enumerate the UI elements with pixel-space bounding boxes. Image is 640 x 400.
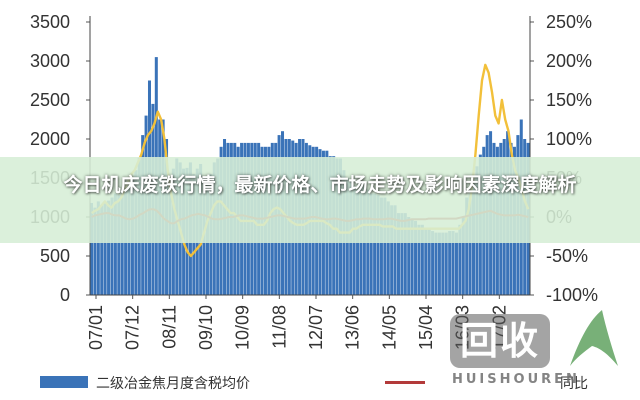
bar [110, 197, 114, 295]
y-right-tick-label: 250% [546, 12, 592, 32]
y-left-tick-label: 3000 [30, 51, 70, 71]
bar [458, 224, 462, 295]
bar [465, 197, 469, 295]
bar [454, 232, 458, 295]
x-tick-label: 13/06 [343, 305, 363, 350]
legend-label-yoy: 同比 [560, 376, 588, 392]
bar [373, 193, 377, 295]
bar [107, 200, 111, 295]
bar [96, 201, 100, 295]
bar [444, 232, 448, 295]
watermark-subtext: HUISHOUREN [452, 372, 580, 387]
y-left-tick-label: 3500 [30, 12, 70, 32]
bar [113, 193, 117, 295]
bar [461, 217, 465, 295]
bar [383, 197, 387, 295]
bar [376, 195, 380, 295]
bar [441, 232, 445, 295]
watermark-logo-text: 回收 [450, 314, 550, 368]
bar [369, 193, 373, 295]
y-right-tick-label: 200% [546, 51, 592, 71]
y-right-tick-label: -100% [546, 285, 598, 305]
bar [396, 213, 400, 295]
site-watermark: 回收 HUISHOUREN [450, 300, 630, 396]
bar [93, 207, 97, 295]
x-tick-label: 12/07 [306, 305, 326, 350]
bar [448, 231, 452, 295]
bar [431, 231, 435, 295]
bar [117, 195, 121, 295]
y-right-tick-label: -50% [546, 246, 588, 266]
bar [420, 224, 424, 295]
bar [437, 232, 441, 295]
y-left-tick-label: 2000 [30, 129, 70, 149]
headline-title[interactable]: 今日机床废铁行情，最新价格、市场走势及影响因素深度解析 [63, 174, 577, 196]
bar [451, 231, 455, 295]
bar [120, 191, 124, 295]
bar [386, 201, 390, 295]
legend-label-price: 二级冶金焦月度含税均价 [96, 376, 250, 392]
legend-swatch-yoy [385, 381, 425, 384]
x-tick-label: 15/04 [416, 305, 436, 350]
bar [434, 232, 438, 295]
headline-banner [0, 157, 640, 243]
bar [403, 213, 407, 295]
chart-legend: 二级冶金焦月度含税均价 同比 [40, 372, 630, 394]
x-tick-label: 11/08 [269, 305, 289, 349]
leaf-icon [570, 310, 618, 366]
bar [407, 217, 411, 295]
bar [427, 228, 431, 295]
bar [414, 220, 418, 295]
bar [400, 213, 404, 295]
bar [90, 202, 94, 295]
bar [390, 205, 394, 295]
x-tick-label: 07/01 [86, 305, 106, 350]
x-tick-label: 09/10 [196, 305, 216, 350]
bar [424, 228, 428, 295]
y-left-tick-label: 500 [40, 246, 70, 266]
legend-swatch-bar [40, 376, 88, 388]
y-left-tick-label: 2500 [30, 90, 70, 110]
bar [379, 197, 383, 295]
y-left-tick-label: 0 [60, 285, 70, 305]
x-tick-label: 14/05 [379, 305, 399, 350]
bar [100, 205, 104, 295]
bar [417, 224, 421, 295]
y-right-tick-label: 150% [546, 90, 592, 110]
bar [103, 202, 107, 295]
bar [468, 193, 472, 295]
bar [410, 218, 414, 295]
x-tick-label: 08/11 [159, 305, 179, 349]
bar [393, 205, 397, 295]
x-tick-label: 10/09 [233, 305, 253, 350]
x-tick-label: 07/12 [123, 305, 143, 350]
y-right-tick-label: 100% [546, 129, 592, 149]
